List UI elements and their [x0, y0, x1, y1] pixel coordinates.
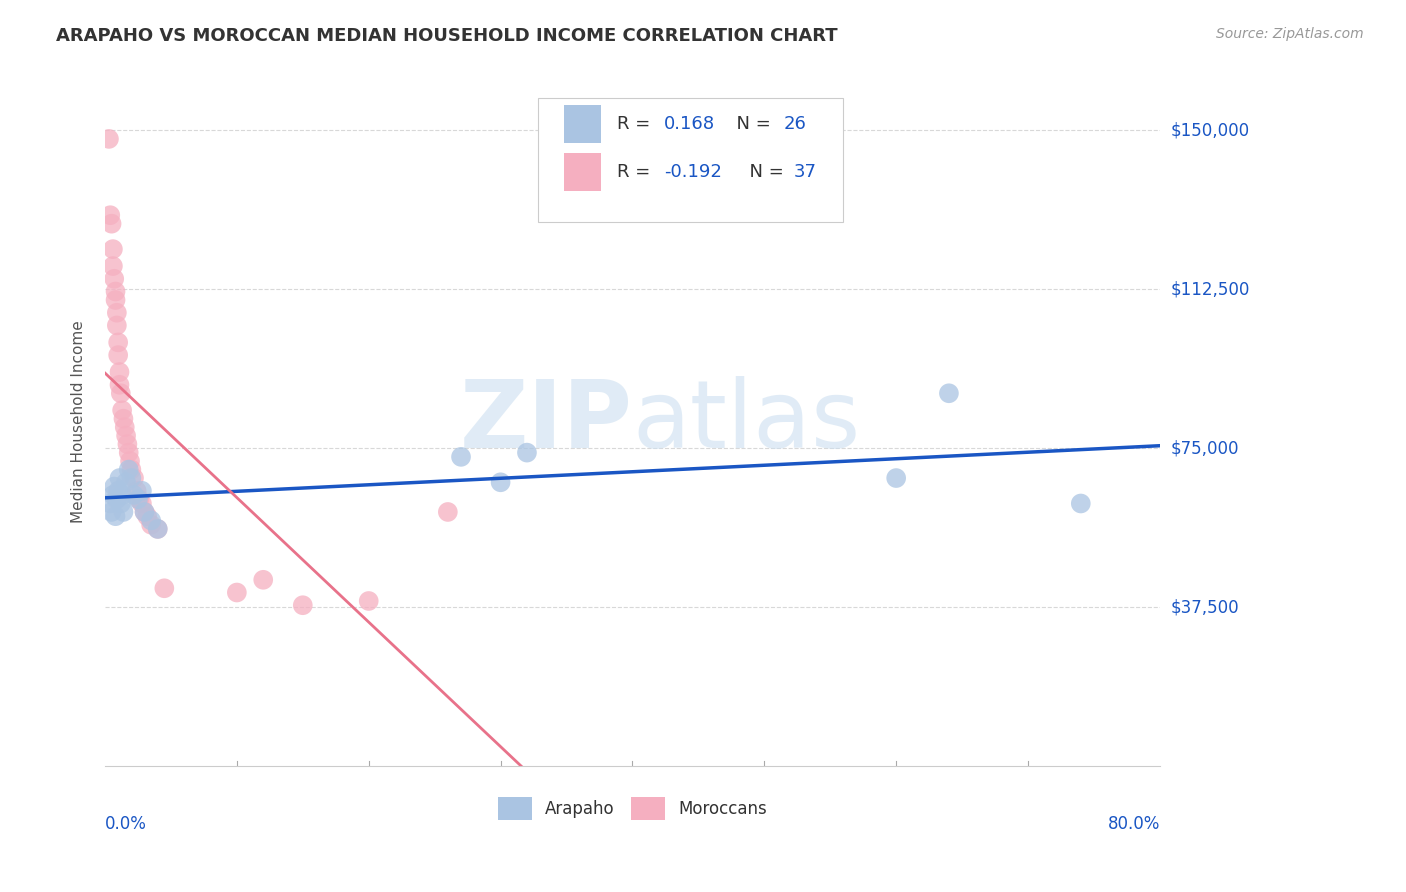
Text: R =: R =: [617, 163, 655, 181]
Point: [111, 488, 134, 502]
Text: -0.192: -0.192: [664, 163, 721, 181]
Text: 80.0%: 80.0%: [1108, 814, 1160, 832]
Point: [117, 437, 139, 451]
Point: [105, 492, 128, 507]
Point: [105, 318, 128, 333]
Text: 0.168: 0.168: [664, 115, 716, 133]
Text: ARAPAHO VS MOROCCAN MEDIAN HOUSEHOLD INCOME CORRELATION CHART: ARAPAHO VS MOROCCAN MEDIAN HOUSEHOLD INC…: [56, 27, 838, 45]
Text: atlas: atlas: [633, 376, 860, 468]
Text: 37: 37: [794, 163, 817, 181]
Point: [110, 386, 132, 401]
Point: [101, 488, 124, 502]
Point: [118, 445, 141, 459]
Text: $112,500: $112,500: [1171, 280, 1250, 299]
Point: [111, 403, 134, 417]
Point: [104, 293, 127, 307]
Point: [101, 242, 124, 256]
Point: [128, 492, 150, 507]
Point: [103, 272, 125, 286]
Point: [437, 505, 460, 519]
Point: [100, 217, 122, 231]
Point: [131, 483, 153, 498]
Point: [938, 386, 960, 401]
Point: [98, 208, 121, 222]
FancyBboxPatch shape: [537, 98, 844, 222]
Point: [100, 505, 122, 519]
Point: [120, 471, 142, 485]
FancyBboxPatch shape: [564, 153, 600, 191]
Point: [131, 496, 153, 510]
Point: [122, 471, 145, 485]
Point: [516, 445, 538, 459]
Point: [107, 483, 129, 498]
Point: [101, 259, 124, 273]
Point: [134, 505, 156, 519]
Point: [1070, 496, 1092, 510]
Text: Source: ZipAtlas.com: Source: ZipAtlas.com: [1216, 27, 1364, 41]
Point: [252, 573, 274, 587]
Point: [104, 509, 127, 524]
Point: [107, 348, 129, 362]
Point: [125, 483, 148, 498]
Point: [146, 522, 169, 536]
Point: [291, 599, 314, 613]
Point: [115, 475, 138, 490]
Point: [153, 581, 176, 595]
Point: [98, 496, 121, 510]
Point: [105, 306, 128, 320]
Point: [146, 522, 169, 536]
Text: 0.0%: 0.0%: [105, 814, 146, 832]
Point: [357, 594, 380, 608]
Point: [97, 132, 120, 146]
Point: [107, 335, 129, 350]
Point: [114, 420, 136, 434]
Text: $75,000: $75,000: [1171, 440, 1240, 458]
Point: [108, 377, 131, 392]
Point: [118, 462, 141, 476]
Point: [115, 428, 138, 442]
Point: [127, 492, 149, 507]
Point: [136, 509, 159, 524]
Point: [108, 365, 131, 379]
Point: [225, 585, 247, 599]
Point: [134, 505, 156, 519]
Point: [108, 471, 131, 485]
Text: 26: 26: [783, 115, 806, 133]
Point: [139, 513, 162, 527]
Point: [118, 454, 141, 468]
Text: R =: R =: [617, 115, 655, 133]
Point: [450, 450, 472, 464]
Point: [112, 411, 135, 425]
Point: [122, 488, 145, 502]
Text: ZIP: ZIP: [460, 376, 633, 468]
FancyBboxPatch shape: [564, 105, 600, 143]
Point: [120, 462, 142, 476]
Point: [104, 285, 127, 299]
Text: N =: N =: [738, 163, 789, 181]
Point: [103, 479, 125, 493]
Point: [139, 517, 162, 532]
Y-axis label: Median Household Income: Median Household Income: [72, 320, 86, 524]
Point: [112, 505, 135, 519]
Point: [884, 471, 907, 485]
Text: $37,500: $37,500: [1171, 599, 1240, 616]
Point: [110, 496, 132, 510]
Text: N =: N =: [725, 115, 776, 133]
Legend: Arapaho, Moroccans: Arapaho, Moroccans: [492, 790, 773, 827]
Point: [489, 475, 512, 490]
Text: $150,000: $150,000: [1171, 121, 1250, 139]
